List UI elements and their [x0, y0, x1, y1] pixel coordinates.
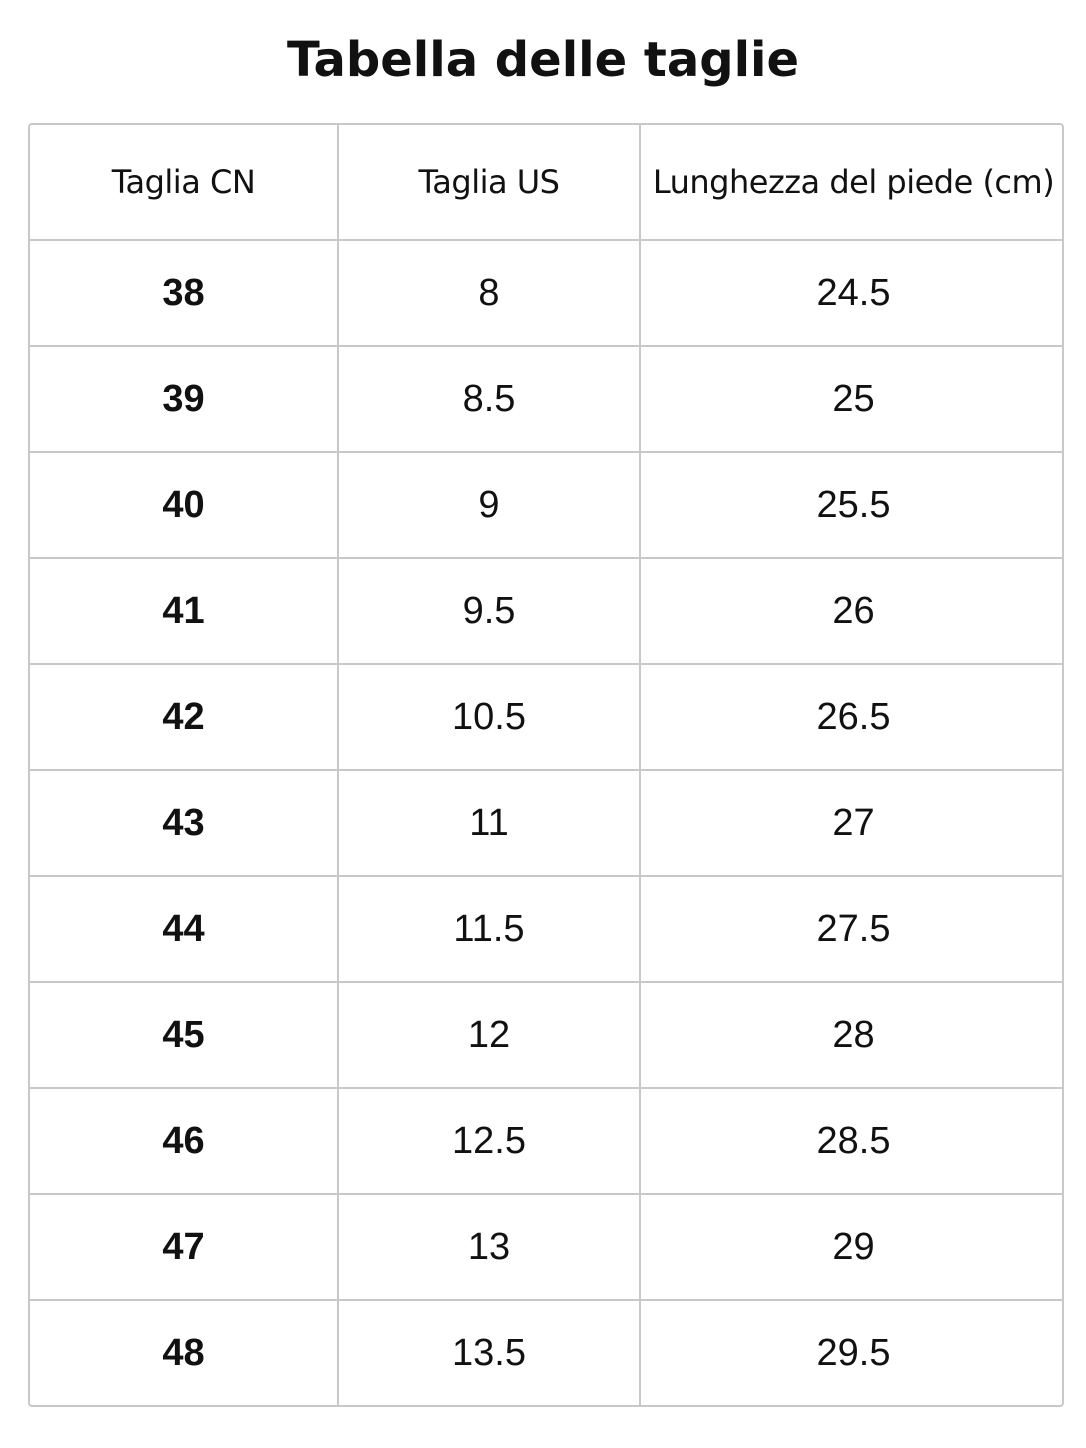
table-head: Taglia CN Taglia US Lunghezza del piede (c… [30, 125, 1062, 241]
table-cell: 9 [337, 451, 641, 559]
column-header: Taglia US [337, 125, 641, 241]
table-cell: 27 [639, 769, 1062, 877]
table-body: 38 8 24.5 39 8.5 25 40 9 25.5 41 9.5 26 42 10.5 26.5 43… [30, 239, 1062, 1405]
table-cell: 41 [30, 557, 339, 665]
table-cell: 38 [30, 239, 339, 347]
table-cell: 39 [30, 345, 339, 453]
table-cell: 45 [30, 981, 339, 1089]
table-cell: 11.5 [337, 875, 641, 983]
table-row: 44 11.5 27.5 [30, 875, 1062, 983]
table-cell: 29.5 [639, 1299, 1062, 1405]
table-cell: 8.5 [337, 345, 641, 453]
column-header: Lunghezza del piede (cm) [639, 125, 1062, 241]
table-row: 47 13 29 [30, 1193, 1062, 1301]
table-row: 41 9.5 26 [30, 557, 1062, 665]
table-cell: 46 [30, 1087, 339, 1195]
table-cell: 24.5 [639, 239, 1062, 347]
size-table: Taglia CN Taglia US Lunghezza del piede (c… [30, 125, 1062, 1405]
table-cell: 12.5 [337, 1087, 641, 1195]
table-cell: 28.5 [639, 1087, 1062, 1195]
table-cell: 48 [30, 1299, 339, 1405]
table-cell: 43 [30, 769, 339, 877]
table-row: 38 8 24.5 [30, 239, 1062, 347]
table-cell: 25.5 [639, 451, 1062, 559]
size-table-frame: Taglia CN Taglia US Lunghezza del piede (c… [28, 123, 1064, 1407]
table-row: 46 12.5 28.5 [30, 1087, 1062, 1195]
table-row: 40 9 25.5 [30, 451, 1062, 559]
table-row: 45 12 28 [30, 981, 1062, 1089]
table-cell: 44 [30, 875, 339, 983]
table-cell: 8 [337, 239, 641, 347]
table-cell: 40 [30, 451, 339, 559]
table-row: 48 13.5 29.5 [30, 1299, 1062, 1405]
table-cell: 13.5 [337, 1299, 641, 1405]
table-cell: 47 [30, 1193, 339, 1301]
table-row: 39 8.5 25 [30, 345, 1062, 453]
table-cell: 25 [639, 345, 1062, 453]
header-row: Taglia CN Taglia US Lunghezza del piede (c… [30, 125, 1062, 241]
table-cell: 27.5 [639, 875, 1062, 983]
table-row: 42 10.5 26.5 [30, 663, 1062, 771]
page-title: Tabella delle taglie [286, 32, 800, 88]
table-cell: 42 [30, 663, 339, 771]
table-cell: 12 [337, 981, 641, 1089]
table-cell: 9.5 [337, 557, 641, 665]
table-cell: 10.5 [337, 663, 641, 771]
table-cell: 26 [639, 557, 1062, 665]
table-cell: 13 [337, 1193, 641, 1301]
table-cell: 11 [337, 769, 641, 877]
table-cell: 26.5 [639, 663, 1062, 771]
table-row: 43 11 27 [30, 769, 1062, 877]
column-header: Taglia CN [30, 125, 339, 241]
table-cell: 29 [639, 1193, 1062, 1301]
table-cell: 28 [639, 981, 1062, 1089]
